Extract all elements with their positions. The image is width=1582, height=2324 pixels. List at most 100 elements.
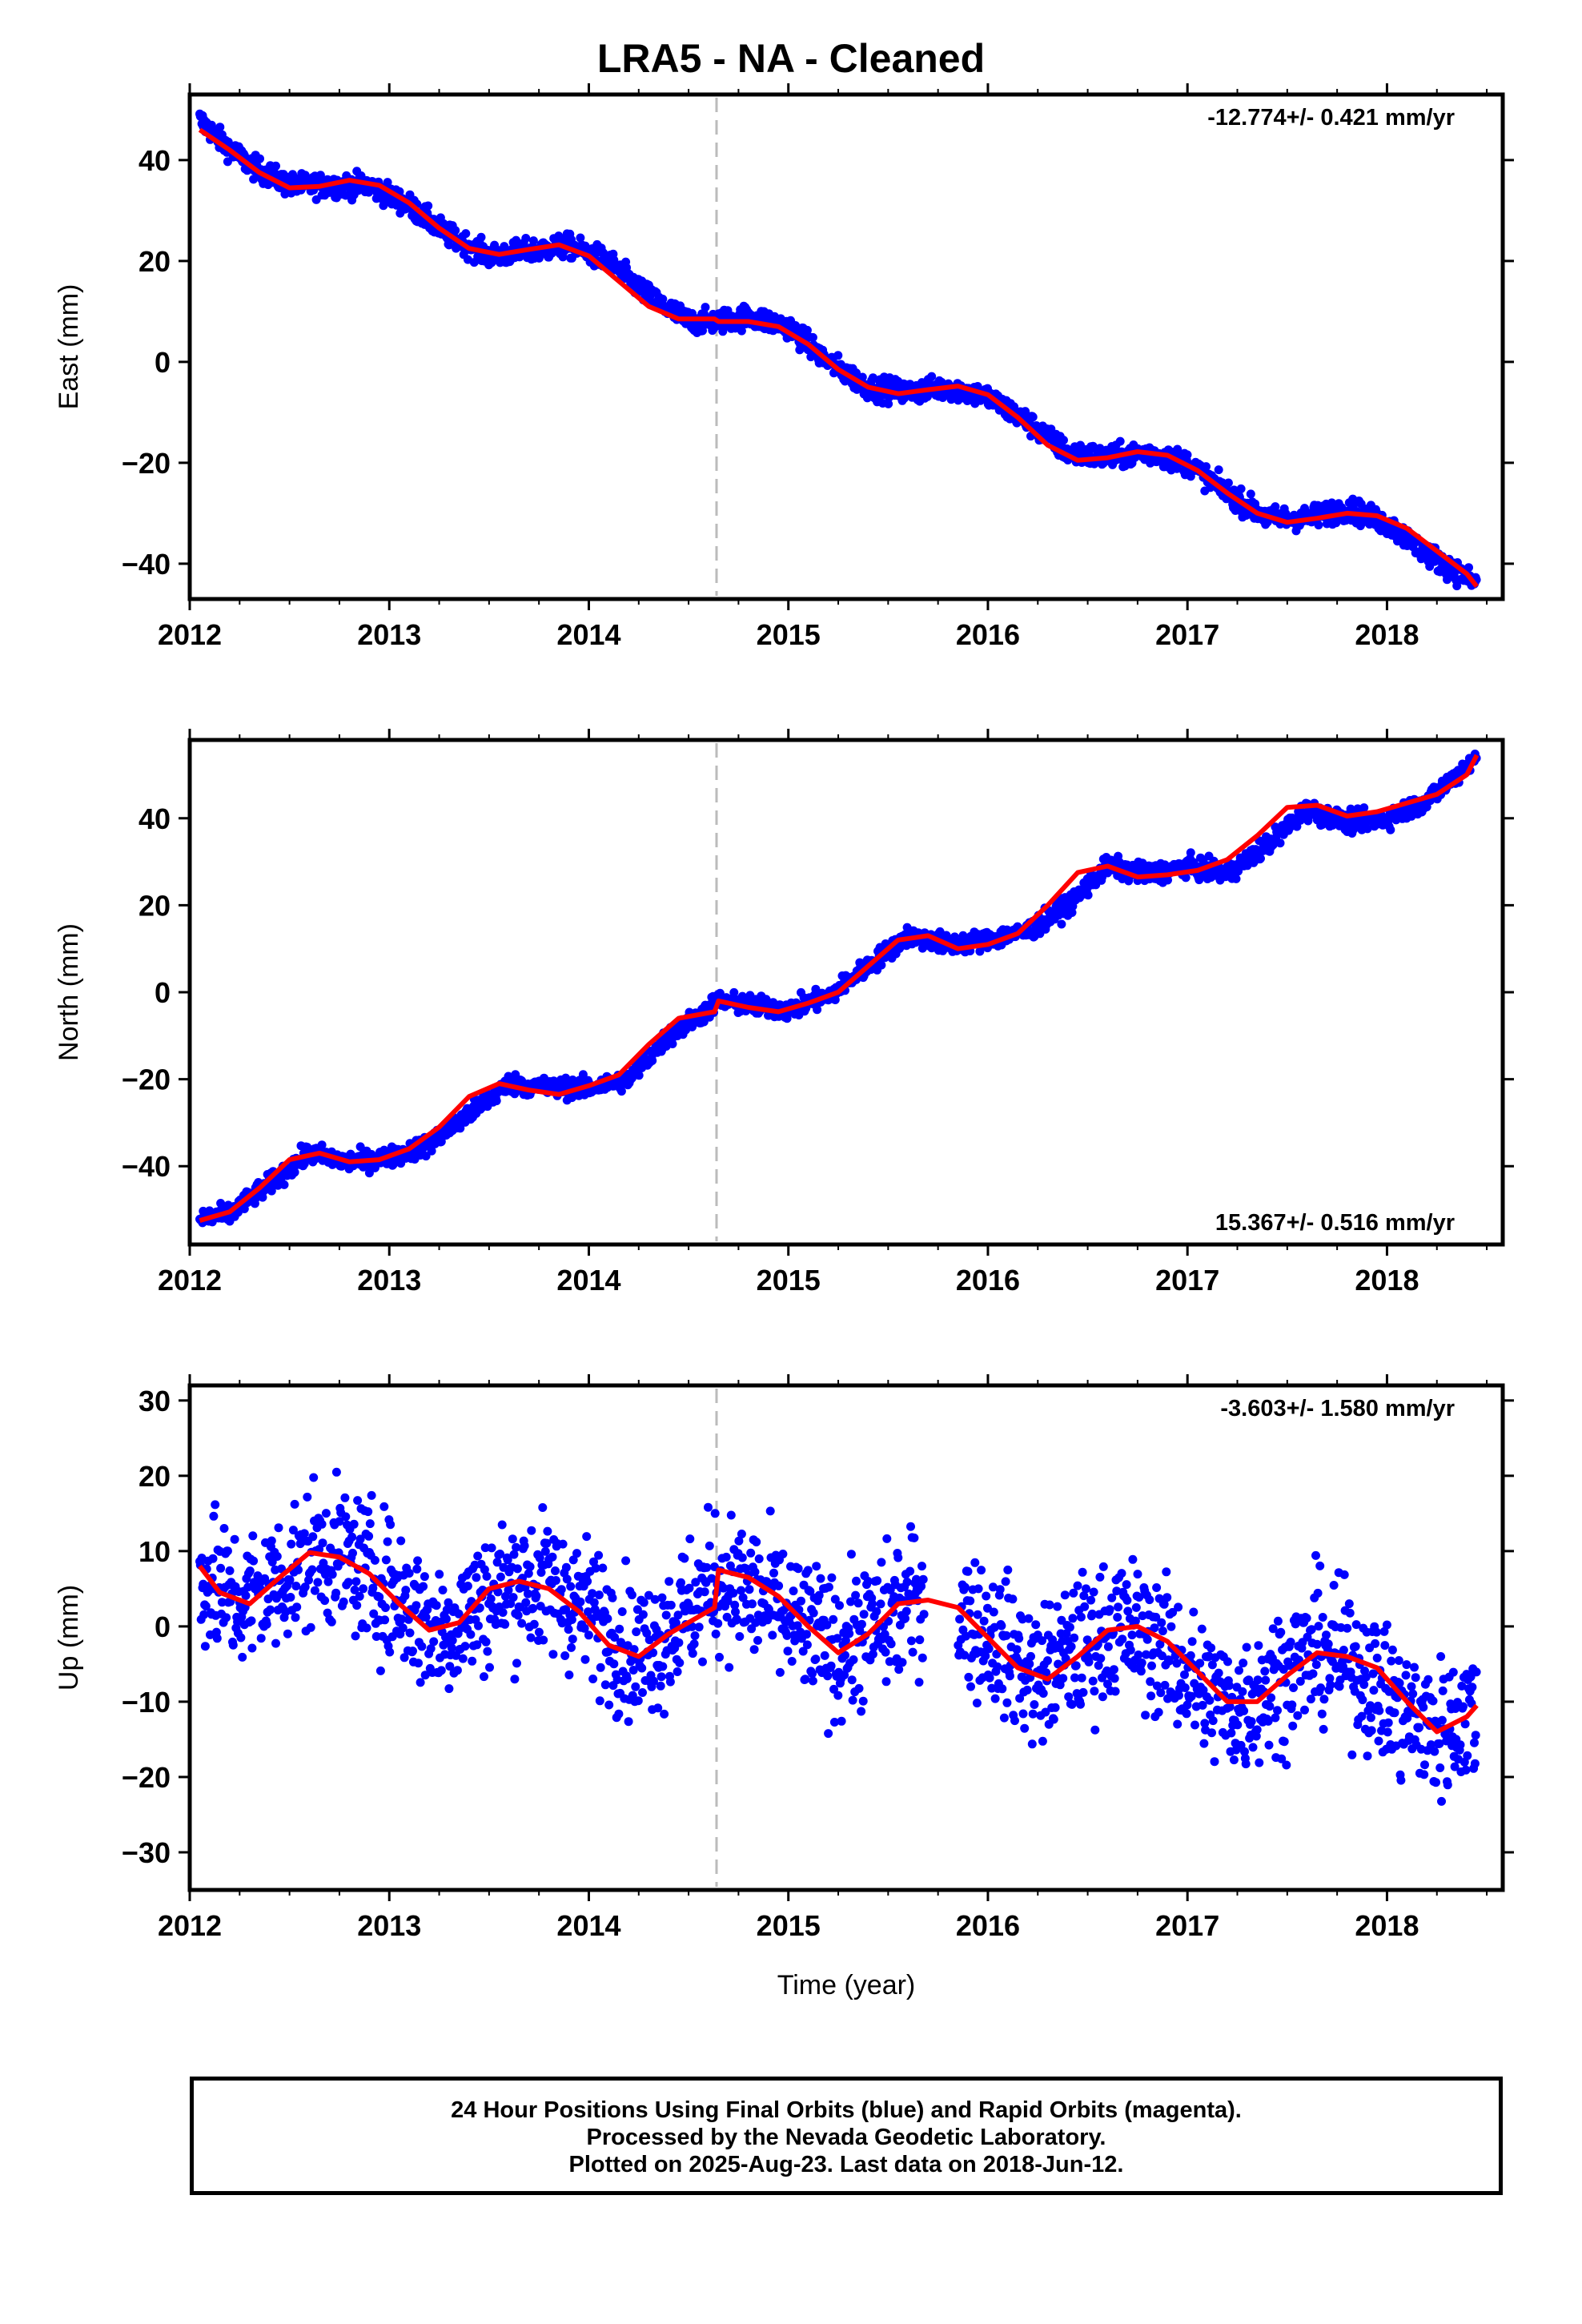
up-data-point (397, 1614, 407, 1624)
up-data-point (558, 1539, 568, 1549)
north-data-point (267, 1186, 276, 1196)
up-data-point (294, 1565, 303, 1574)
up-data-point (283, 1629, 292, 1638)
east-data-point (1202, 462, 1211, 472)
east-data-point (808, 332, 817, 342)
up-data-point (674, 1638, 684, 1647)
east-data-point (521, 234, 531, 243)
up-data-point (775, 1667, 785, 1677)
up-data-point (352, 1601, 362, 1610)
up-data-point (803, 1566, 813, 1575)
up-data-point (212, 1634, 222, 1643)
up-data-point (320, 1596, 330, 1606)
up-data-point (304, 1575, 313, 1585)
up-data-point (355, 1534, 365, 1544)
up-data-point (827, 1573, 837, 1582)
up-data-point (348, 1548, 357, 1558)
up-data-point (908, 1647, 917, 1657)
up-data-point (972, 1699, 982, 1708)
up-data-point (286, 1593, 295, 1602)
up-data-point (789, 1586, 798, 1596)
up-data-point (576, 1597, 585, 1606)
up-data-point (236, 1633, 246, 1642)
up-data-point (421, 1613, 431, 1622)
up-data-point (383, 1537, 392, 1546)
up-data-point (472, 1573, 481, 1582)
east-y-axis-label: East (mm) (54, 284, 84, 410)
up-data-point (1008, 1594, 1018, 1604)
up-data-point (857, 1707, 866, 1716)
up-data-point (656, 1672, 666, 1682)
up-data-point (485, 1663, 494, 1672)
north-data-point (877, 960, 886, 970)
up-data-point (1045, 1600, 1054, 1610)
up-data-point (835, 1601, 844, 1610)
up-data-point (823, 1671, 833, 1681)
up-data-point (917, 1582, 926, 1591)
up-data-point (906, 1636, 916, 1646)
up-data-point (199, 1610, 209, 1619)
up-data-point (309, 1473, 319, 1482)
up-data-point (885, 1657, 894, 1667)
up-data-point (1030, 1700, 1039, 1709)
up-data-point (990, 1694, 1000, 1703)
up-data-point (960, 1651, 970, 1660)
up-data-point (350, 1585, 359, 1594)
up-data-point (901, 1606, 911, 1616)
up-data-point (914, 1678, 924, 1687)
up-data-point (705, 1541, 714, 1550)
up-data-point (241, 1591, 251, 1600)
up-data-point (542, 1538, 552, 1548)
up-data-point (272, 1552, 282, 1561)
north-x-tick-label: 2015 (757, 1264, 821, 1297)
up-data-point (787, 1657, 797, 1666)
up-data-point (661, 1610, 671, 1620)
up-data-point (881, 1647, 890, 1657)
up-data-point (632, 1627, 641, 1637)
north-x-tick-label: 2012 (158, 1264, 222, 1297)
up-data-point (493, 1587, 503, 1597)
up-data-point (539, 1635, 548, 1645)
up-data-point (715, 1652, 724, 1662)
up-data-point (335, 1517, 344, 1526)
up-data-point (401, 1586, 411, 1595)
up-data-point (912, 1574, 921, 1584)
up-data-point (1038, 1636, 1046, 1646)
up-data-point (841, 1651, 849, 1660)
up-data-point (820, 1651, 829, 1660)
up-data-point (369, 1609, 379, 1618)
up-data-point (837, 1716, 846, 1726)
up-data-point (722, 1612, 732, 1622)
up-data-point (984, 1644, 994, 1654)
up-data-point (248, 1531, 258, 1541)
up-data-point (313, 1578, 323, 1587)
north-y-tick-label: 20 (139, 889, 171, 922)
up-data-point (247, 1643, 257, 1653)
up-data-point (627, 1590, 636, 1600)
up-data-point (638, 1610, 648, 1619)
up-data-point (306, 1622, 315, 1632)
north-data-point (427, 1146, 436, 1156)
up-data-point (327, 1617, 336, 1626)
up-data-point (540, 1546, 550, 1556)
up-data-point (447, 1643, 456, 1653)
east-x-tick-label: 2016 (956, 618, 1020, 651)
north-data-point (1186, 848, 1195, 858)
up-data-point (339, 1597, 348, 1606)
up-data-point (995, 1585, 1005, 1594)
up-data-point (985, 1673, 994, 1683)
up-data-point (438, 1586, 448, 1594)
up-data-point (737, 1553, 747, 1562)
up-data-point (710, 1509, 720, 1518)
up-data-point (998, 1684, 1007, 1694)
up-data-point (801, 1675, 810, 1684)
up-data-point (1031, 1620, 1041, 1630)
up-data-point (802, 1630, 811, 1639)
up-data-point (745, 1585, 754, 1594)
page-title: LRA5 - NA - Cleaned (596, 36, 986, 81)
up-data-point (363, 1507, 373, 1517)
up-data-point (371, 1632, 381, 1641)
east-plot-frame (187, 92, 1505, 601)
up-data-point (598, 1563, 608, 1573)
up-data-point (638, 1688, 647, 1697)
